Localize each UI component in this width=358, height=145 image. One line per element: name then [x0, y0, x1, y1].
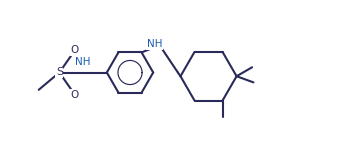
Text: O: O [71, 90, 79, 100]
Text: NH: NH [75, 57, 90, 67]
Text: S: S [56, 68, 63, 77]
Text: O: O [71, 45, 79, 55]
Text: NH: NH [147, 39, 163, 49]
